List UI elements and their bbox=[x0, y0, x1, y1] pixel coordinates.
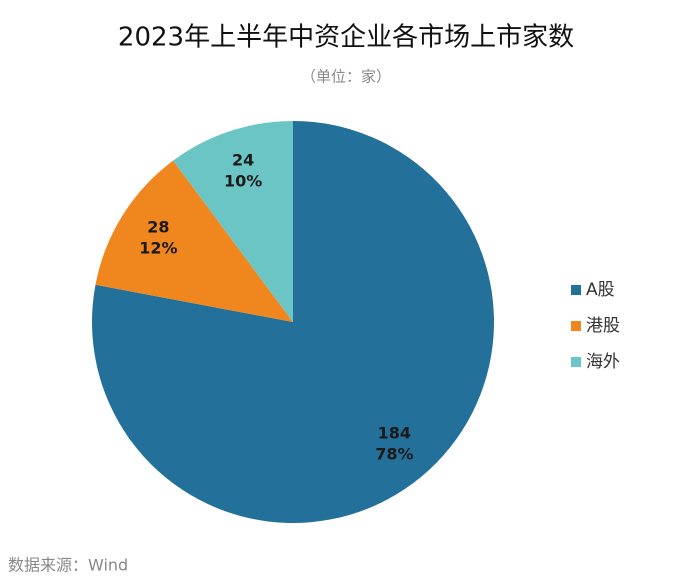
chart-title: 2023年上半年中资企业各市场上市家数 bbox=[118, 23, 574, 53]
percent-label: 78% bbox=[375, 445, 413, 464]
data-label: 24 bbox=[232, 151, 254, 170]
legend-swatch bbox=[571, 321, 581, 331]
legend-label: A股 bbox=[586, 280, 615, 300]
legend-label: 港股 bbox=[586, 316, 620, 336]
legend-swatch bbox=[571, 285, 581, 295]
percent-label: 12% bbox=[139, 238, 177, 257]
source-note: 数据来源：Wind bbox=[8, 556, 128, 575]
data-label: 184 bbox=[378, 424, 411, 443]
pie-slice bbox=[173, 121, 293, 322]
percent-label: 10% bbox=[224, 172, 262, 191]
chart-subtitle: （单位：家） bbox=[301, 68, 391, 86]
pie-slice bbox=[95, 160, 293, 322]
legend-swatch bbox=[571, 357, 581, 367]
legend-label: 海外 bbox=[586, 352, 620, 372]
data-label: 28 bbox=[147, 217, 169, 236]
